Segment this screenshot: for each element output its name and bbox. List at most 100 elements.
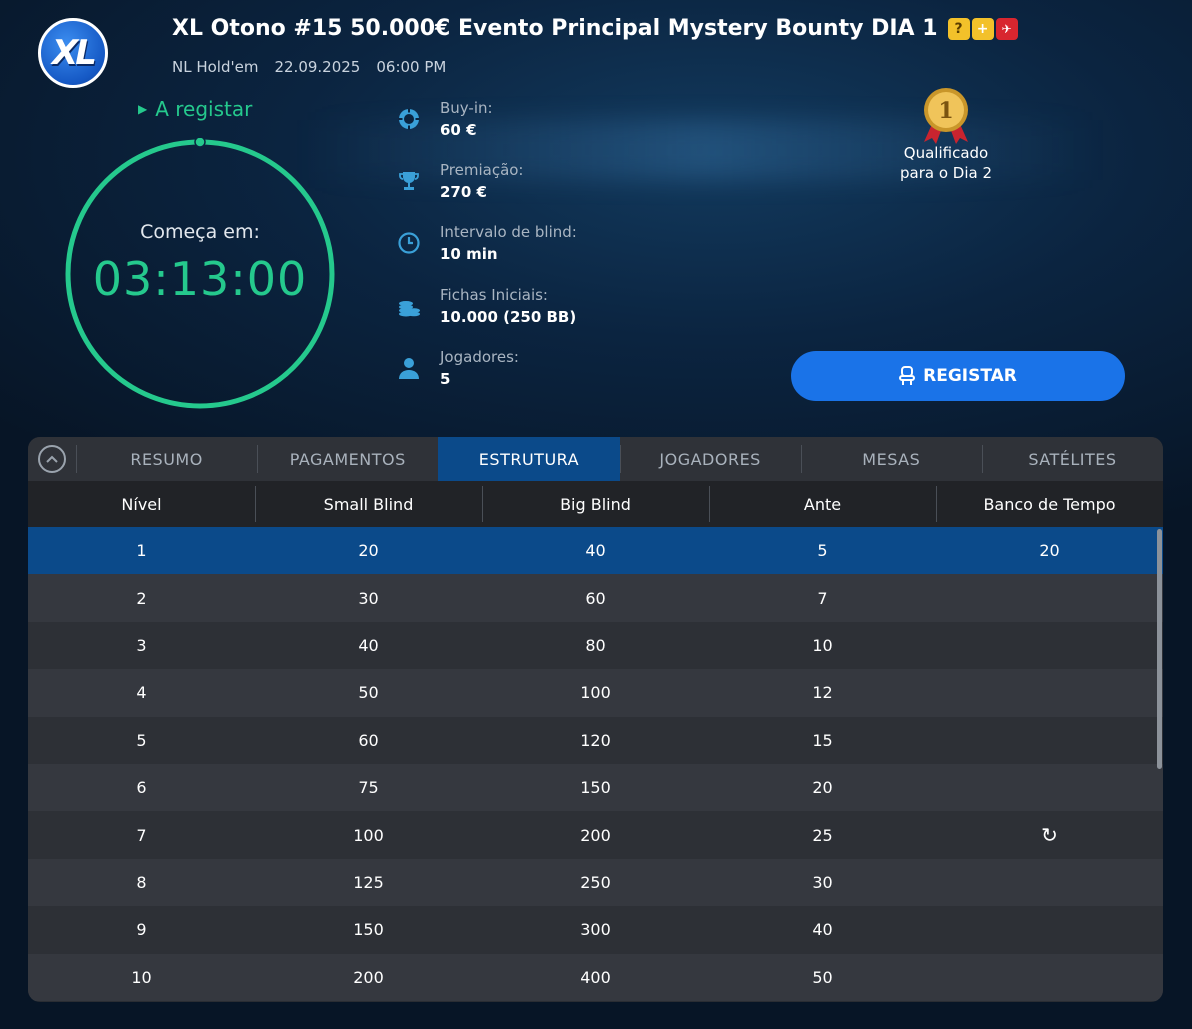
table-scrollbar[interactable] xyxy=(1157,529,1162,769)
tab-resumo[interactable]: RESUMO xyxy=(76,437,257,481)
status-label: A registar xyxy=(155,97,253,121)
tab-estrutura[interactable]: ESTRUTURA xyxy=(438,437,620,481)
cell-big-blind: 400 xyxy=(580,967,611,987)
info-buyin: Buy-in: 60 € xyxy=(396,97,493,141)
qualified-line2: para o Dia 2 xyxy=(899,164,992,182)
cell-level: 1 xyxy=(136,541,147,561)
tab-mesas[interactable]: MESAS xyxy=(800,437,982,481)
trophy-icon xyxy=(396,168,422,194)
starting-chips-value: 10.000 (250 BB) xyxy=(440,308,577,326)
table-row[interactable]: 8 125 250 30 xyxy=(28,858,1163,907)
title-text: XL Otono #15 50.000€ Evento Principal My… xyxy=(172,16,938,41)
table-row[interactable]: 1 20 40 5 20 xyxy=(28,527,1163,575)
cell-small-blind: 200 xyxy=(353,967,384,987)
cell-time-bank xyxy=(936,669,1163,716)
cell-small-blind: 75 xyxy=(358,778,379,798)
poker-chip-icon xyxy=(396,106,422,132)
game-type: NL Hold'em xyxy=(172,58,259,76)
blind-interval-value: 10 min xyxy=(440,245,498,263)
registration-status: ▶ A registar xyxy=(138,97,252,121)
cell-ante: 20 xyxy=(812,778,833,798)
cell-small-blind: 100 xyxy=(353,825,384,845)
info-players: Jogadores: 5 xyxy=(396,346,519,390)
table-row[interactable]: 9 150 300 40 xyxy=(28,906,1163,954)
cell-level: 9 xyxy=(136,920,147,940)
tournament-details-panel: RESUMO PAGAMENTOS ESTRUTURA JOGADORES ME… xyxy=(28,437,1163,1002)
cell-level: 2 xyxy=(136,588,147,608)
cell-big-blind: 80 xyxy=(585,635,606,655)
cell-time-bank xyxy=(936,764,1163,811)
col-header-ante: Ante xyxy=(709,481,936,527)
starting-chips-label: Fichas Iniciais: xyxy=(440,286,548,304)
cell-level: 6 xyxy=(136,778,147,798)
mystery-badge-icon: ? xyxy=(947,17,970,40)
cell-ante: 7 xyxy=(817,588,828,608)
cell-big-blind: 300 xyxy=(580,920,611,940)
players-value: 5 xyxy=(440,370,451,388)
flight-badge-icon: ✈ xyxy=(995,17,1018,40)
info-blind-interval: Intervalo de blind: 10 min xyxy=(396,221,577,265)
cell-big-blind: 200 xyxy=(580,825,611,845)
tab-satelites[interactable]: SATÉLITES xyxy=(981,437,1163,481)
cell-ante: 5 xyxy=(817,541,828,561)
cell-big-blind: 60 xyxy=(585,588,606,608)
countdown-ring-marker xyxy=(194,138,206,148)
info-starting-chips: Fichas Iniciais: 10.000 (250 BB) xyxy=(396,284,576,328)
buyin-value: 60 € xyxy=(440,121,477,139)
cell-small-blind: 60 xyxy=(358,730,379,750)
chevron-up-icon xyxy=(38,445,66,473)
tab-bar: RESUMO PAGAMENTOS ESTRUTURA JOGADORES ME… xyxy=(28,437,1163,481)
table-row[interactable]: 4 50 100 12 xyxy=(28,669,1163,717)
refresh-icon: ↻ xyxy=(1041,823,1058,848)
cell-ante: 30 xyxy=(812,872,833,892)
cell-time-bank xyxy=(936,622,1163,669)
start-time: 06:00 PM xyxy=(376,58,447,76)
tab-pagamentos[interactable]: PAGAMENTOS xyxy=(257,437,438,481)
medal-number: 1 xyxy=(938,98,953,124)
players-label: Jogadores: xyxy=(440,348,519,366)
qualified-line1: Qualificado xyxy=(903,144,989,162)
table-row[interactable]: 3 40 80 10 xyxy=(28,621,1163,670)
play-triangle-icon: ▶ xyxy=(138,102,148,116)
seat-icon xyxy=(899,366,916,385)
tab-jogadores[interactable]: JOGADORES xyxy=(619,437,801,481)
cell-small-blind: 30 xyxy=(358,588,379,608)
start-date: 22.09.2025 xyxy=(274,58,361,76)
cell-level: 10 xyxy=(131,967,152,987)
cell-level: 8 xyxy=(136,872,147,892)
cell-time-bank: 20 xyxy=(1039,541,1060,561)
cell-ante: 12 xyxy=(812,683,833,703)
col-header-level: Nível xyxy=(121,494,162,514)
logo-text: XL xyxy=(52,33,97,73)
cell-ante: 10 xyxy=(812,635,833,655)
table-row[interactable]: 2 30 60 7 xyxy=(28,574,1163,622)
cell-time-bank xyxy=(936,906,1163,953)
cell-level: 7 xyxy=(136,825,147,845)
cell-ante: 40 xyxy=(812,920,833,940)
cell-level: 4 xyxy=(136,683,147,703)
table-row[interactable]: 6 75 150 20 xyxy=(28,763,1163,812)
cell-ante: 50 xyxy=(812,967,833,987)
cell-time-bank xyxy=(936,954,1163,1001)
table-row[interactable]: 10 200 400 50 xyxy=(28,953,1163,1001)
table-header: Nível Small Blind Big Blind Ante Banco d… xyxy=(28,481,1163,527)
collapse-button[interactable] xyxy=(28,437,76,481)
cell-big-blind: 100 xyxy=(580,683,611,703)
cell-time-bank xyxy=(936,574,1163,621)
cell-ante: 25 xyxy=(812,825,833,845)
cell-level: 5 xyxy=(136,730,147,750)
structure-table-body: 1 20 40 5 20 2 30 60 7 3 40 80 10 4 50 100 12 5 60 120 15 6 75… xyxy=(28,527,1163,1001)
background-glow xyxy=(300,120,1100,180)
cell-big-blind: 150 xyxy=(580,778,611,798)
prize-value: 270 € xyxy=(440,183,487,201)
tournament-title: XL Otono #15 50.000€ Evento Principal My… xyxy=(172,16,1018,41)
table-row[interactable]: 7 100 200 25 ↻ xyxy=(28,811,1163,859)
chip-stack-icon xyxy=(396,293,422,319)
cell-level: 3 xyxy=(136,635,147,655)
clock-icon xyxy=(396,230,422,256)
table-row[interactable]: 5 60 120 15 xyxy=(28,716,1163,764)
tournament-subtitle: NL Hold'em 22.09.2025 06:00 PM xyxy=(172,58,446,76)
register-button[interactable]: REGISTAR xyxy=(791,351,1125,401)
xl-logo: XL xyxy=(38,18,108,88)
player-icon xyxy=(396,355,422,381)
